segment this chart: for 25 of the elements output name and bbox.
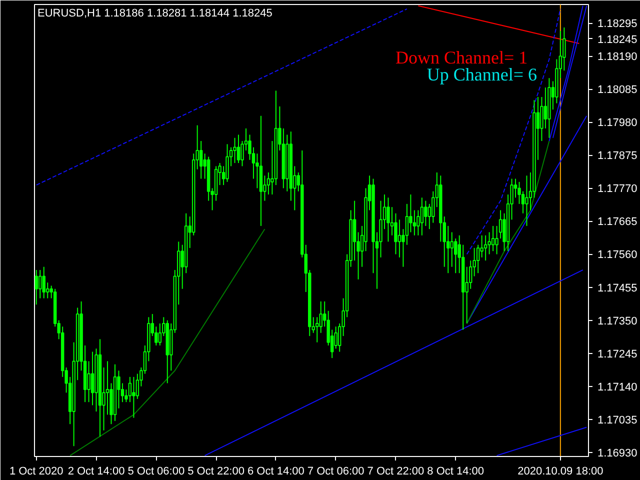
y-tick-label: 1.16930 — [598, 447, 638, 460]
y-tick-label: 1.18190 — [598, 51, 638, 64]
y-tick-label: 1.18245 — [598, 34, 638, 46]
y-tick-label: 1.17875 — [598, 150, 638, 162]
x-tick-label: 2020.10.09 18:00 — [518, 466, 604, 478]
y-tick-label: 1.17140 — [598, 381, 638, 394]
x-tick-label: 7 Oct 22:00 — [367, 466, 424, 478]
x-tick-label: 2 Oct 14:00 — [68, 466, 125, 478]
y-tick-label: 1.17455 — [598, 282, 638, 294]
y-tick-label: 1.18295 — [598, 18, 638, 30]
y-tick-label: 1.17770 — [598, 183, 638, 196]
y-tick-label: 1.17980 — [598, 117, 638, 130]
chart-title: EURUSD,H1 1.18186 1.18281 1.18144 1.18245 — [38, 8, 272, 20]
y-tick-label: 1.18085 — [598, 84, 638, 96]
y-tick-label: 1.17350 — [598, 315, 638, 328]
x-tick-label: 6 Oct 14:00 — [248, 466, 304, 478]
x-tick-label: 8 Oct 14:00 — [427, 466, 484, 478]
y-tick-label: 1.17665 — [598, 216, 638, 228]
x-tick-label: 7 Oct 06:00 — [307, 466, 364, 478]
y-tick-label: 1.17560 — [598, 249, 638, 262]
x-tick-label: 1 Oct 2020 — [9, 466, 64, 478]
x-tick-label: 5 Oct 22:00 — [188, 466, 244, 478]
y-tick-label: 1.17035 — [598, 414, 638, 426]
x-tick-label: 5 Oct 06:00 — [128, 466, 185, 478]
y-tick-label: 1.17245 — [598, 348, 638, 360]
